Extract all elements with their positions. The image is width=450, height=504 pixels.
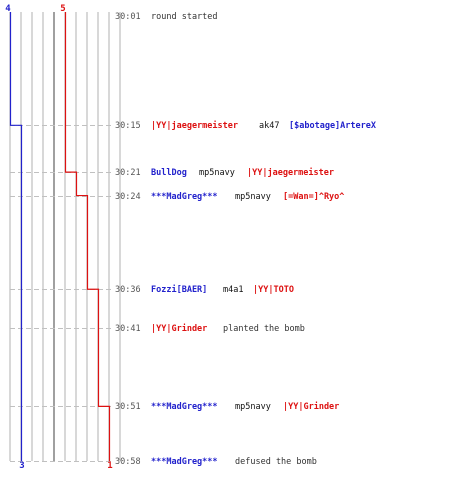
event-row: 30:41 |YY|Grinder planted the bomb	[115, 323, 305, 334]
event-time: 30:15	[115, 121, 141, 131]
event-time: 30:21	[115, 168, 141, 178]
blue-start-count: 4	[5, 4, 11, 14]
weapon-name: m4a1	[223, 285, 243, 295]
weapon-name: mp5navy	[235, 192, 271, 202]
event-row: 30:51 ***MadGreg*** mp5navy |YY|Grinder	[115, 401, 339, 412]
event-guides	[10, 125, 112, 462]
event-row: 30:36 Fozzi[BAER] m4a1 |YY|TOTO	[115, 284, 294, 295]
player-name: [=Wan=]^Ryo^	[283, 192, 344, 202]
blue-team-alive-line	[9, 12, 23, 461]
event-time: 30:58	[115, 457, 141, 467]
event-log: 30:01 round started 30:15 |YY|jaegermeister…	[115, 12, 376, 467]
player-name: ***MadGreg***	[151, 192, 218, 202]
player-name: |YY|Grinder	[283, 401, 339, 412]
alive-count-labels: 4 5 3 1	[5, 4, 112, 471]
player-name: [$abotage]ArtereX	[289, 121, 376, 131]
weapon-name: ak47	[259, 121, 279, 131]
event-message: round started	[151, 12, 218, 22]
event-time: 30:24	[115, 192, 141, 202]
player-name: BullDog	[151, 168, 187, 178]
event-row: 30:58 ***MadGreg*** defused the bomb	[115, 457, 317, 467]
red-team-alive-line	[64, 12, 111, 461]
player-name: ***MadGreg***	[151, 457, 218, 467]
event-row: 30:21 BullDog mp5navy |YY|jaegermeister	[115, 167, 334, 178]
red-start-count: 5	[60, 4, 65, 14]
event-row: 30:01 round started	[115, 12, 218, 22]
player-name: |YY|Grinder	[151, 323, 207, 334]
player-name: ***MadGreg***	[151, 402, 218, 412]
event-message: planted the bomb	[223, 324, 305, 334]
event-row: 30:24 ***MadGreg*** mp5navy [=Wan=]^Ryo^	[115, 192, 344, 202]
red-end-count: 1	[107, 461, 112, 471]
player-name: |YY|TOTO	[253, 285, 294, 295]
event-row: 30:15 |YY|jaegermeister ak47 [$abotage]Arte…	[115, 120, 376, 131]
event-time: 30:01	[115, 12, 141, 22]
weapon-name: mp5navy	[199, 168, 235, 178]
team-alive-lines	[9, 12, 111, 461]
event-message: defused the bomb	[235, 457, 317, 467]
player-name: |YY|jaegermeister	[151, 120, 238, 131]
weapon-name: mp5navy	[235, 402, 271, 412]
blue-end-count: 3	[19, 461, 24, 471]
event-time: 30:41	[115, 324, 141, 334]
event-time: 30:51	[115, 402, 141, 412]
player-name: Fozzi[BAER]	[151, 284, 207, 295]
player-name: |YY|jaegermeister	[247, 167, 334, 178]
event-time: 30:36	[115, 285, 141, 295]
